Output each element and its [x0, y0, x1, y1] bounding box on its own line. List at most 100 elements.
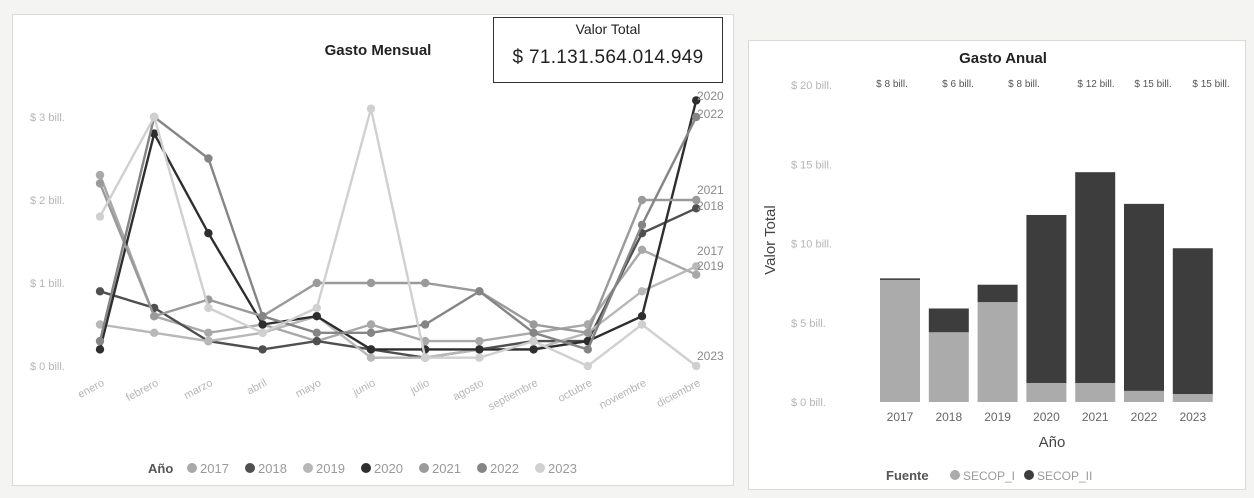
line-point-2023[interactable]: [150, 112, 159, 122]
line-point-2020[interactable]: [366, 345, 376, 354]
line-point-2020[interactable]: [258, 320, 267, 329]
line-point-2017[interactable]: [95, 170, 105, 180]
line-point-2022[interactable]: [421, 320, 430, 329]
line-series-2021[interactable]: [98, 182, 697, 335]
line-point-2019[interactable]: [692, 262, 701, 271]
line-point-2018[interactable]: [95, 287, 105, 296]
total-value-card[interactable]: Valor Total $ 71.131.564.014.949: [493, 17, 723, 83]
line-series-2023[interactable]: [98, 108, 697, 368]
monthly-spend-panel: [12, 14, 734, 486]
line-point-2021[interactable]: [421, 278, 430, 288]
line-end-label: 2022: [697, 107, 724, 121]
line-point-2018[interactable]: [312, 336, 321, 346]
line-point-2017[interactable]: [475, 336, 484, 346]
line-x-tick-label: octubre: [556, 377, 594, 405]
line-legend-marker[interactable]: [477, 463, 487, 473]
line-point-2023[interactable]: [312, 303, 321, 313]
line-point-2017[interactable]: [204, 328, 213, 337]
line-point-2021[interactable]: [95, 179, 105, 188]
line-end-label: 2023: [697, 349, 724, 363]
line-legend-label[interactable]: 2022: [490, 461, 519, 476]
line-point-2018[interactable]: [692, 204, 701, 213]
line-legend-label[interactable]: 2018: [258, 461, 287, 476]
line-point-2020[interactable]: [204, 229, 213, 238]
line-legend-marker[interactable]: [419, 463, 429, 473]
line-x-tick-label: diciembre: [655, 377, 703, 410]
line-end-label: 2018: [697, 199, 724, 213]
line-x-tick-label: noviembre: [597, 377, 648, 412]
line-point-2020[interactable]: [692, 96, 701, 105]
line-point-2021[interactable]: [637, 195, 647, 205]
line-x-tick-label: septiembre: [486, 377, 540, 413]
line-point-2019[interactable]: [204, 336, 213, 346]
monthly-line-chart[interactable]: Gasto Mensual $ 0 bill. $ 1 bill. $ 2 bill…: [0, 0, 734, 498]
line-point-2018[interactable]: [258, 345, 267, 354]
line-point-2021[interactable]: [529, 320, 538, 329]
line-point-2023[interactable]: [692, 361, 701, 371]
line-legend-title: Año: [148, 461, 173, 476]
line-end-label: 2021: [697, 183, 724, 197]
line-x-tick-label: julio: [408, 377, 432, 397]
line-end-label: 2017: [697, 244, 724, 258]
line-point-2022[interactable]: [204, 154, 213, 163]
line-point-2023[interactable]: [258, 328, 267, 337]
line-point-2023[interactable]: [583, 361, 592, 371]
line-y-tick-label: $ 2 bill.: [30, 195, 65, 207]
line-y-tick-label: $ 3 bill.: [30, 112, 65, 124]
line-point-2017[interactable]: [692, 270, 701, 279]
line-point-2023[interactable]: [95, 212, 105, 221]
line-chart-title: Gasto Mensual: [325, 42, 432, 59]
line-point-2021[interactable]: [692, 195, 701, 205]
line-point-2020[interactable]: [475, 345, 484, 354]
line-legend-marker[interactable]: [187, 463, 197, 473]
line-point-2022[interactable]: [583, 345, 592, 354]
line-point-2020[interactable]: [95, 345, 105, 354]
line-point-2021[interactable]: [583, 328, 592, 337]
total-value-amount: $ 71.131.564.014.949: [512, 47, 704, 68]
line-legend-label[interactable]: 2021: [432, 461, 461, 476]
line-legend-label[interactable]: 2017: [200, 461, 229, 476]
line-series-2018[interactable]: [99, 207, 697, 359]
line-point-2022[interactable]: [637, 220, 647, 230]
line-point-2020[interactable]: [637, 312, 647, 321]
line-point-2021[interactable]: [366, 278, 376, 288]
line-legend-label[interactable]: 2020: [374, 461, 403, 476]
line-point-2023[interactable]: [421, 353, 430, 362]
line-legend-label[interactable]: 2019: [316, 461, 345, 476]
line-legend-label[interactable]: 2023: [548, 461, 577, 476]
line-point-2022[interactable]: [475, 287, 484, 296]
line-y-tick-label: $ 0 bill.: [30, 361, 65, 373]
line-series-2020[interactable]: [98, 100, 698, 351]
line-legend-marker[interactable]: [245, 463, 255, 473]
line-point-2023[interactable]: [637, 320, 647, 329]
line-point-2022[interactable]: [529, 328, 538, 337]
line-point-2017[interactable]: [366, 320, 376, 329]
line-end-label: 2020: [697, 89, 724, 103]
line-point-2020[interactable]: [312, 312, 321, 321]
line-point-2020[interactable]: [150, 129, 159, 138]
line-point-2022[interactable]: [258, 312, 267, 321]
line-point-2022[interactable]: [95, 336, 105, 346]
line-legend-marker[interactable]: [535, 463, 545, 473]
line-point-2021[interactable]: [150, 312, 159, 321]
line-legend-marker[interactable]: [361, 463, 371, 473]
line-point-2019[interactable]: [637, 287, 647, 296]
line-point-2019[interactable]: [95, 320, 105, 329]
line-series-2022[interactable]: [98, 114, 698, 351]
line-point-2022[interactable]: [692, 112, 701, 122]
line-point-2023[interactable]: [529, 336, 538, 346]
line-point-2019[interactable]: [366, 353, 376, 362]
line-point-2020[interactable]: [529, 345, 538, 354]
line-point-2023[interactable]: [366, 104, 376, 113]
line-legend-marker[interactable]: [303, 463, 313, 473]
line-series-2019[interactable]: [99, 265, 697, 359]
line-end-label: 2019: [697, 259, 724, 273]
line-point-2019[interactable]: [150, 328, 159, 337]
line-point-2023[interactable]: [475, 353, 484, 362]
line-point-2022[interactable]: [312, 328, 321, 337]
line-point-2021[interactable]: [312, 278, 321, 288]
line-point-2022[interactable]: [366, 328, 376, 337]
annual-spend-panel: [748, 40, 1246, 490]
line-point-2023[interactable]: [204, 303, 213, 313]
line-point-2017[interactable]: [637, 245, 647, 254]
